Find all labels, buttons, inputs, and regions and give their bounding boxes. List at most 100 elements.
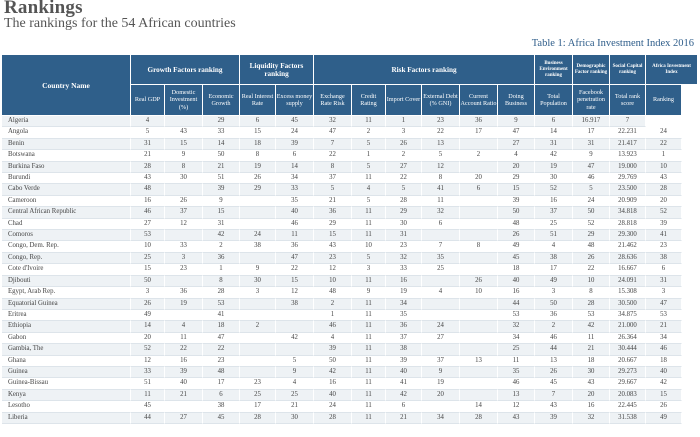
value-cell: 9 [165, 150, 203, 162]
value-cell: 8 [314, 161, 352, 174]
value-cell: 11 [352, 344, 386, 356]
value-cell: 51 [131, 378, 165, 390]
value-cell: 11 [352, 309, 386, 322]
table-row: Central African Republic 46 37 15 40 36 11 29 32… [2, 207, 698, 219]
value-cell: 9 [352, 287, 386, 299]
value-cell: 30 [535, 173, 573, 185]
table-body: Algeria 4 29 6 45 32 11 1 23 36 9 6 16.917 7 Angola 5 43… [2, 116, 698, 424]
value-cell: 16 [131, 195, 165, 208]
value-cell: 11 [352, 378, 386, 390]
value-cell: 7 [535, 389, 573, 402]
value-cell: 35 [422, 252, 460, 265]
table-row: Angola 5 43 33 15 24 47 2 3 22 17 47 14 17 22.231 24 [2, 127, 698, 139]
value-cell: 4 [422, 287, 460, 299]
value-cell: 25 [240, 389, 276, 402]
value-cell: 9 [573, 150, 610, 162]
value-cell: 10 [460, 287, 498, 299]
country-name-cell: Chad [2, 218, 131, 231]
value-cell: 21.462 [610, 241, 646, 253]
value-cell: 18 [498, 264, 535, 276]
value-cell: 37 [165, 207, 203, 219]
value-cell: 28 [240, 412, 276, 424]
value-cell: 46 [646, 344, 682, 356]
value-cell: 49 [646, 412, 682, 424]
value-cell: 29.273 [610, 366, 646, 379]
value-cell: 47 [314, 127, 352, 139]
column-header: Total rank score [610, 85, 646, 116]
value-cell: 43 [131, 173, 165, 185]
value-cell: 15 [131, 264, 165, 276]
value-cell: 11 [352, 332, 386, 345]
value-cell: 2 [240, 321, 276, 333]
value-cell: 3 [131, 287, 165, 299]
value-cell: 14 [276, 161, 314, 174]
value-cell: 18 [646, 355, 682, 367]
value-cell: 37 [314, 173, 352, 185]
value-cell [240, 344, 276, 356]
value-cell: 6 [535, 116, 573, 128]
country-name-cell: Ethiopia [2, 321, 131, 333]
value-cell: 43 [573, 378, 610, 390]
value-cell: 2 [352, 127, 386, 139]
value-cell: 15 [203, 207, 240, 219]
value-cell: 11 [165, 332, 203, 345]
value-cell [165, 401, 203, 413]
group-header-row: Country Name Growth Factors ranking Liqu… [2, 55, 698, 116]
value-cell: 12 [276, 287, 314, 299]
value-cell: 30 [165, 173, 203, 185]
value-cell: 39 [646, 218, 682, 231]
value-cell: 47 [203, 332, 240, 345]
value-cell: 32 [498, 321, 535, 333]
value-cell: 11 [352, 389, 386, 402]
column-header: External Debt (% GNI) [422, 85, 460, 116]
value-cell: 45 [276, 116, 314, 128]
value-cell: 42 [535, 150, 573, 162]
value-cell: 3 [535, 287, 573, 299]
value-cell: 11 [352, 207, 386, 219]
value-cell: 48 [498, 218, 535, 231]
value-cell [460, 195, 498, 208]
value-cell: 35 [386, 309, 422, 322]
value-cell: 51 [535, 230, 573, 242]
value-cell: 47 [276, 252, 314, 265]
value-cell: 36 [165, 287, 203, 299]
value-cell: 27 [165, 412, 203, 424]
value-cell: 19 [422, 378, 460, 390]
table-row: Cabo Verde 48 39 29 33 5 4 5 41 6 15 52 5 23.500 28 [2, 184, 698, 196]
value-cell: 28.636 [610, 252, 646, 265]
value-cell: 31 [203, 218, 240, 231]
value-cell: 31.538 [610, 412, 646, 424]
value-cell [240, 309, 276, 322]
value-cell: 9 [498, 116, 535, 128]
value-cell: 50 [573, 207, 610, 219]
value-cell: 30.500 [610, 298, 646, 310]
value-cell [460, 309, 498, 322]
value-cell: 40 [314, 389, 352, 402]
value-cell: 44 [131, 412, 165, 424]
value-cell: 43 [314, 241, 352, 253]
country-name-cell: Kenya [2, 389, 131, 402]
value-cell: 47 [498, 127, 535, 139]
table-caption: Table 1: Africa Investment Index 2016 [531, 38, 694, 49]
value-cell: 15 [646, 389, 682, 402]
value-cell: 14 [535, 127, 573, 139]
value-cell: 11 [352, 366, 386, 379]
table-row: Burkina Faso 28 8 21 19 14 8 5 27 12 20 19 47 19.000 1… [2, 161, 698, 174]
value-cell: 26 [460, 275, 498, 288]
value-cell: 50 [498, 207, 535, 219]
value-cell: 24 [314, 401, 352, 413]
value-cell: 27 [386, 161, 422, 174]
value-cell [165, 275, 203, 288]
country-name-cell: Cabo Verde [2, 184, 131, 196]
table-row: Congo, Rep. 25 3 36 47 23 5 32 35 45 38 26 28.636 38 [2, 252, 698, 265]
value-cell: 53 [573, 309, 610, 322]
country-name-cell: Liberia [2, 412, 131, 424]
value-cell: 35 [498, 366, 535, 379]
value-cell: 18 [573, 355, 610, 367]
value-cell: 19 [165, 298, 203, 310]
value-cell: 52 [573, 218, 610, 231]
table-row: Burundi 43 30 51 26 34 37 11 22 8 20 29 30 46 29.769 43 [2, 173, 698, 185]
value-cell: 48 [203, 366, 240, 379]
value-cell: 16 [498, 287, 535, 299]
value-cell: 6 [240, 116, 276, 128]
